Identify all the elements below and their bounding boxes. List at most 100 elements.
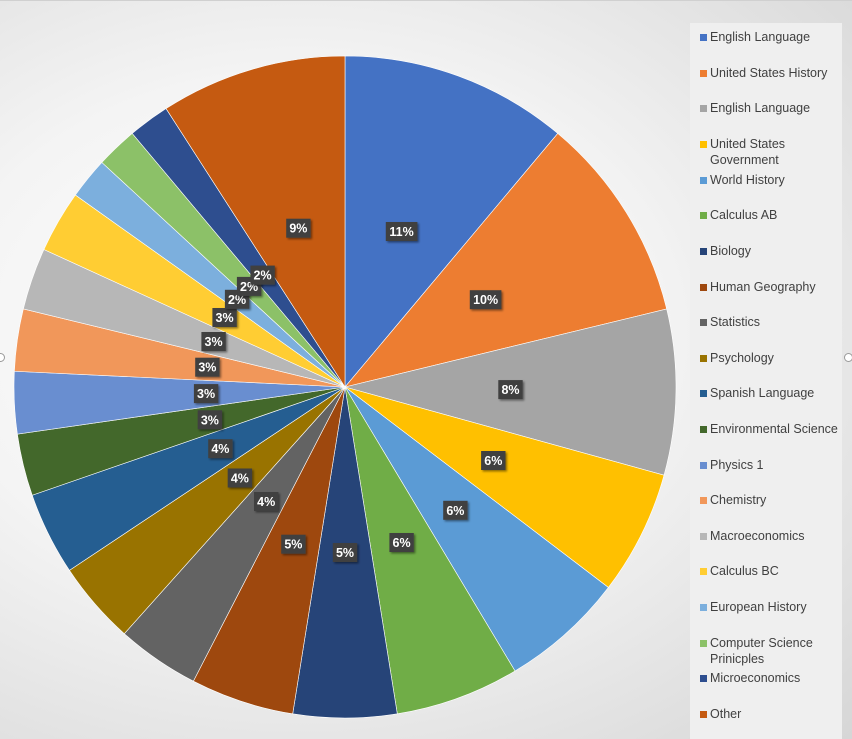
legend-swatch (700, 675, 707, 682)
legend-label: European History (710, 600, 807, 614)
legend-item[interactable]: World History (700, 172, 838, 188)
data-label-box (469, 290, 502, 310)
legend-item[interactable]: Calculus BC (700, 563, 838, 579)
legend-item[interactable]: United States History (700, 65, 838, 81)
data-label-box (281, 534, 306, 554)
data-label: 2% (250, 265, 275, 285)
legend-item[interactable]: English Language (700, 29, 838, 45)
legend-label: Macroeconomics (710, 529, 805, 543)
data-label: 3% (195, 357, 220, 377)
legend-item[interactable]: Environmental Science (700, 421, 838, 437)
data-label: 9% (286, 218, 311, 238)
data-label: 5% (281, 534, 306, 554)
data-label-text: 4% (257, 495, 275, 509)
legend-swatch (700, 284, 707, 291)
legend-label: United States Government (710, 137, 786, 167)
data-label-text: 6% (484, 454, 502, 468)
legend-swatch (700, 70, 707, 77)
pie-chart[interactable]: 11%10%8%6%6%6%5%5%4%4%4%3%3%3%3%3%2%2%2%… (0, 1, 690, 739)
pie-slice[interactable] (344, 55, 559, 388)
legend-item[interactable]: Chemistry (700, 492, 838, 508)
legend-item[interactable]: Calculus AB (700, 207, 838, 223)
legend-item[interactable]: Statistics (700, 314, 838, 330)
data-label-box (250, 265, 275, 285)
data-label-box (481, 451, 506, 470)
pie-slice[interactable] (165, 55, 346, 389)
legend-swatch (700, 248, 707, 255)
data-label-box (385, 222, 418, 241)
chart-legend[interactable]: English Language United States History Eng… (690, 23, 842, 739)
data-label-text: 6% (393, 536, 411, 550)
legend-swatch (700, 462, 707, 469)
data-label-box (201, 332, 226, 351)
legend-swatch (700, 568, 707, 575)
legend-swatch (700, 604, 707, 611)
legend-swatch (700, 711, 707, 718)
data-label-text: 4% (211, 442, 229, 456)
legend-label: Human Geography (710, 280, 816, 294)
chart-resize-handle-right[interactable] (844, 353, 852, 362)
legend-label: Biology (710, 244, 751, 258)
legend-item[interactable]: Microeconomics (700, 670, 838, 686)
data-label-box (193, 384, 219, 404)
data-label-text: 3% (216, 311, 234, 325)
data-label-box (389, 533, 414, 552)
legend-label: Physics 1 (710, 458, 764, 472)
legend-swatch (700, 212, 707, 219)
legend-swatch (700, 105, 707, 112)
legend-swatch (700, 177, 707, 184)
data-label-text: 3% (205, 335, 223, 349)
legend-swatch (700, 533, 707, 540)
legend-item[interactable]: Physics 1 (700, 457, 838, 473)
data-label-text: 3% (197, 387, 215, 401)
pie-slice[interactable] (344, 133, 668, 388)
pie-slice[interactable] (344, 386, 516, 715)
legend-label: World History (710, 173, 785, 187)
legend-label: Computer Science Prinicples (710, 636, 813, 666)
data-label-box (498, 380, 523, 400)
legend-item[interactable]: Other (700, 706, 838, 722)
legend-swatch (700, 497, 707, 504)
legend-label: Spanish Language (710, 386, 815, 400)
legend-label: Calculus BC (710, 564, 779, 578)
legend-item[interactable]: Computer Science Prinicples (700, 635, 838, 667)
legend-label: Microeconomics (710, 671, 801, 685)
data-label: 11% (385, 222, 418, 241)
chart-resize-handle-left[interactable] (0, 353, 5, 362)
legend-swatch (700, 34, 707, 41)
data-label-box (332, 543, 358, 562)
legend-swatch (700, 640, 707, 647)
data-label-text: 9% (289, 222, 307, 236)
data-label-text: 5% (336, 546, 354, 560)
legend-label: English Language (710, 101, 811, 115)
legend-item[interactable]: Spanish Language (700, 385, 838, 401)
data-label-box (212, 308, 237, 327)
legend-label: Psychology (710, 351, 774, 365)
legend-item[interactable]: Human Geography (700, 279, 838, 295)
pie-slice[interactable] (344, 386, 609, 672)
legend-item[interactable]: Biology (700, 243, 838, 259)
legend-swatch (700, 390, 707, 397)
data-label: 10% (469, 290, 502, 310)
legend-swatch (700, 141, 707, 148)
legend-item[interactable]: United States Government (700, 136, 838, 168)
data-label: 4% (227, 468, 253, 488)
data-label-text: 8% (501, 383, 519, 397)
data-label-text: 2% (254, 269, 272, 283)
legend-swatch (700, 319, 707, 326)
data-label-text: 3% (198, 361, 216, 375)
data-label: 4% (208, 439, 233, 459)
legend-item[interactable]: Psychology (700, 350, 838, 366)
pie-slice[interactable] (344, 386, 665, 588)
data-label: 8% (498, 380, 523, 400)
legend-label: United States History (710, 66, 828, 80)
legend-label: Calculus AB (710, 208, 778, 222)
legend-swatch (700, 426, 707, 433)
legend-label: Statistics (710, 315, 761, 329)
legend-item[interactable]: European History (700, 599, 838, 615)
legend-item[interactable]: English Language (700, 100, 838, 116)
data-label: 3% (201, 332, 226, 351)
legend-item[interactable]: Macroeconomics (700, 528, 838, 544)
legend-label: Other (710, 707, 742, 721)
